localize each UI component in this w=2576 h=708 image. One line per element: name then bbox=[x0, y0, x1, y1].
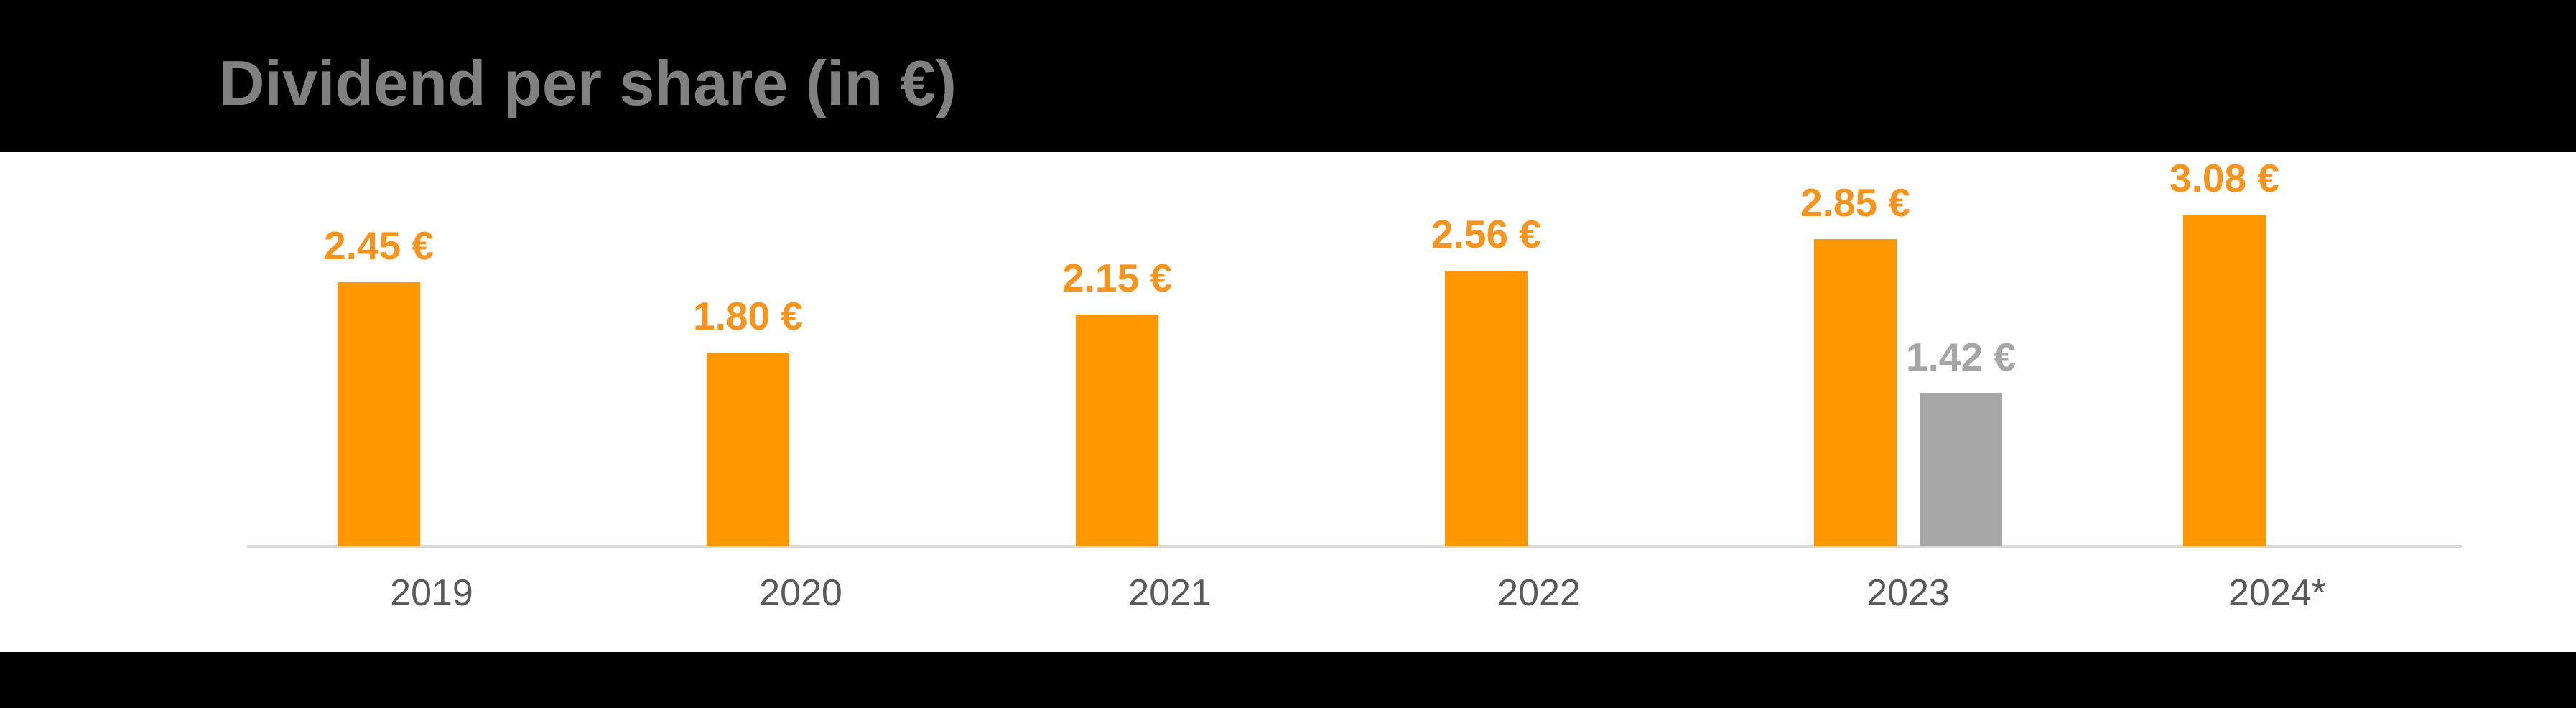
chart-title: Dividend per share (in €) bbox=[219, 47, 957, 118]
bar-ordinary-2023 bbox=[1814, 239, 1897, 546]
top-black-band: Dividend per share (in €) bbox=[0, 0, 2576, 152]
x-tick-2019: 2019 bbox=[390, 572, 473, 614]
bar-extraordinary-2023 bbox=[1920, 393, 2002, 546]
x-tick-2024: 2024* bbox=[2228, 572, 2326, 614]
bar-ordinary-2021 bbox=[1076, 315, 1158, 546]
x-axis-line bbox=[247, 545, 2462, 548]
value-label-ordinary-2023: 2.85 € bbox=[1800, 180, 1910, 225]
value-label-extraordinary-2023: 1.42 € bbox=[1906, 335, 2016, 379]
value-label-ordinary-2021: 2.15 € bbox=[1062, 256, 1172, 300]
value-label-ordinary-2024: 3.08 € bbox=[2170, 156, 2279, 200]
bar-ordinary-2024 bbox=[2183, 215, 2266, 546]
x-tick-2020: 2020 bbox=[759, 572, 842, 614]
value-label-ordinary-2019: 2.45 € bbox=[324, 223, 434, 268]
value-label-ordinary-2020: 1.80 € bbox=[693, 294, 803, 338]
bar-ordinary-2022 bbox=[1445, 271, 1528, 546]
bar-ordinary-2019 bbox=[338, 282, 420, 546]
x-tick-2021: 2021 bbox=[1128, 572, 1212, 614]
value-label-ordinary-2022: 2.56 € bbox=[1431, 212, 1541, 256]
bar-ordinary-2020 bbox=[707, 353, 789, 546]
bottom-black-band: Ordinary dividend Extraordinary dividend bbox=[0, 652, 2576, 708]
x-tick-2023: 2023 bbox=[1866, 572, 1950, 614]
x-tick-2022: 2022 bbox=[1497, 572, 1581, 614]
